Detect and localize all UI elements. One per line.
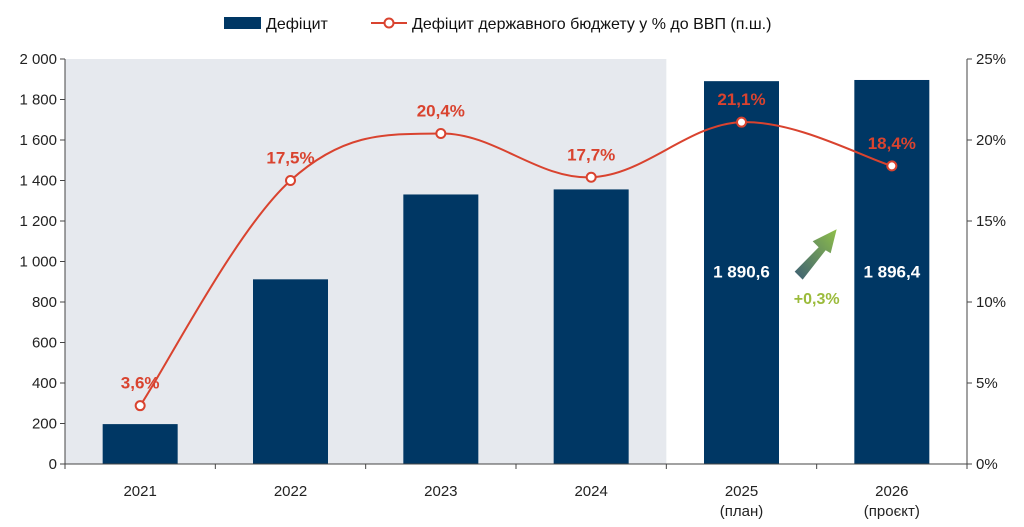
y-left-tick-label: 600 (32, 335, 57, 352)
y-right-tick-label: 25% (976, 51, 1006, 68)
pct-data-label: 3,6% (121, 374, 160, 393)
x-tick-sublabel: (проєкт) (864, 503, 920, 520)
y-left-tick-label: 800 (32, 294, 57, 311)
bar-data-label: 1 896,4 (863, 263, 920, 282)
y-left-tick-label: 1 400 (19, 173, 57, 190)
y-right-tick-label: 15% (976, 213, 1006, 230)
y-right-tick-label: 20% (976, 132, 1006, 149)
y-left-tick-label: 200 (32, 416, 57, 433)
y-right-tick-label: 0% (976, 456, 998, 473)
pct-point-2023 (435, 128, 447, 140)
y-left-tick-label: 400 (32, 375, 57, 392)
bar-2021 (102, 424, 178, 464)
y-right-tick-label: 10% (976, 294, 1006, 311)
pct-data-label: 17,7% (567, 145, 615, 164)
x-tick-label: 2023 (424, 483, 457, 500)
y-left-tick-label: 1 200 (19, 213, 57, 230)
x-tick-label: 2021 (123, 483, 156, 500)
bar-2026 (854, 79, 930, 464)
legend-bar-swatch (224, 17, 261, 29)
legend-line-label: Дефіцит державного бюджету у % до ВВП (п… (412, 16, 771, 33)
bar-2022 (253, 279, 328, 464)
x-tick-sublabel: (план) (720, 503, 764, 520)
y-left-tick-label: 1 600 (19, 132, 57, 149)
bar-2025 (704, 81, 779, 464)
bar-data-label: 1 890,6 (713, 263, 770, 282)
bar-2023 (403, 194, 479, 464)
bar-2024 (553, 189, 629, 464)
y-left-tick-label: 1 800 (19, 92, 57, 109)
y-left-tick-label: 2 000 (19, 51, 57, 68)
y-left-tick-label: 0 (49, 456, 57, 473)
x-tick-label: 2024 (574, 483, 607, 500)
pct-point-2025 (736, 116, 747, 128)
pct-data-label: 20,4% (417, 102, 465, 121)
y-left-tick-label: 1 000 (19, 254, 57, 271)
pct-data-label: 17,5% (266, 149, 314, 168)
x-tick-label: 2022 (274, 483, 307, 500)
growth-annotation: +0,3% (794, 291, 840, 308)
legend-line-marker (383, 17, 395, 29)
pct-data-label: 21,1% (717, 90, 765, 109)
x-tick-label: 2025 (725, 483, 758, 500)
growth-arrow-icon (794, 229, 837, 280)
pct-point-2026 (886, 160, 898, 172)
pct-point-2021 (134, 400, 146, 412)
pct-data-label: 18,4% (868, 134, 916, 153)
pct-point-2024 (585, 171, 597, 183)
x-tick-label: 2026 (875, 483, 908, 500)
legend-bar-label: Дефіцит (266, 16, 329, 33)
pct-point-2022 (285, 175, 296, 186)
y-right-tick-label: 5% (976, 375, 998, 392)
